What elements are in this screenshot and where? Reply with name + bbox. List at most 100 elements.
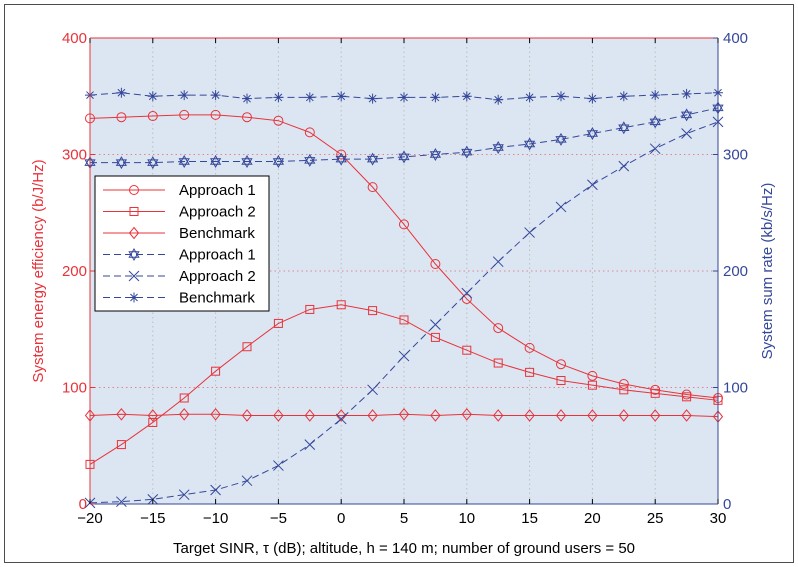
legend-item: Benchmark xyxy=(103,290,255,307)
data-point xyxy=(210,109,221,120)
data-point xyxy=(178,154,190,168)
marker-part xyxy=(680,111,693,122)
y-tick-label-left: 400 xyxy=(62,30,87,47)
data-point xyxy=(556,376,566,386)
marker-part xyxy=(209,154,222,165)
data-point xyxy=(462,345,472,355)
data-point xyxy=(242,342,252,352)
legend-marker xyxy=(129,185,139,195)
marker-part xyxy=(178,158,190,168)
data-point xyxy=(336,91,347,102)
marker-part xyxy=(209,158,222,168)
data-point xyxy=(273,409,284,422)
data-point xyxy=(335,413,347,425)
legend-marker xyxy=(129,292,139,303)
data-point xyxy=(115,156,128,170)
data-point xyxy=(493,94,504,105)
legend-item: Approach 1 xyxy=(103,182,256,199)
data-point xyxy=(430,319,441,330)
data-point xyxy=(524,409,535,422)
data-point xyxy=(304,92,315,103)
marker-part xyxy=(649,115,661,126)
data-point xyxy=(179,408,190,421)
data-point xyxy=(178,489,190,501)
marker-part xyxy=(555,136,567,146)
data-point xyxy=(650,388,660,398)
marker-part xyxy=(272,154,285,165)
data-point xyxy=(682,392,692,402)
marker-part xyxy=(680,108,693,119)
data-point xyxy=(242,93,252,104)
data-point xyxy=(147,91,158,102)
marker-part xyxy=(492,141,504,151)
marker-part xyxy=(241,158,253,168)
data-point xyxy=(430,259,441,270)
marker-part xyxy=(649,118,661,129)
data-point xyxy=(681,409,692,422)
series-line xyxy=(90,107,719,164)
data-point xyxy=(241,409,253,422)
data-point xyxy=(147,111,158,122)
data-point xyxy=(179,109,190,120)
legend-item: Approach 1 xyxy=(103,247,256,264)
data-point xyxy=(179,90,190,101)
legend-label: Approach 1 xyxy=(179,182,256,199)
data-point xyxy=(210,90,221,101)
legend-label: Benchmark xyxy=(179,225,255,242)
legend-label: Approach 2 xyxy=(179,268,256,285)
data-point xyxy=(461,91,472,102)
marker-part xyxy=(115,159,128,170)
data-point xyxy=(429,147,442,162)
data-point xyxy=(335,152,347,166)
data-point xyxy=(430,92,441,103)
y-tick-label-right: 200 xyxy=(723,263,748,280)
data-point xyxy=(211,366,221,376)
marker-part xyxy=(555,132,567,143)
marker-part xyxy=(115,156,128,166)
legend-marker xyxy=(129,207,139,216)
marker-part xyxy=(523,140,536,151)
data-point xyxy=(116,496,127,508)
y-tick-label-left: 100 xyxy=(62,380,87,397)
series-line xyxy=(89,121,719,504)
data-point xyxy=(273,318,283,328)
data-point xyxy=(304,409,315,422)
data-point xyxy=(555,132,567,146)
marker-part xyxy=(335,155,347,166)
data-point xyxy=(148,417,158,427)
data-point xyxy=(681,88,692,99)
legend-marker xyxy=(128,270,140,282)
data-point xyxy=(273,115,284,126)
marker-part xyxy=(586,127,599,137)
data-point xyxy=(618,409,629,422)
data-point xyxy=(273,460,284,471)
x-tick-label: −5 xyxy=(270,510,287,527)
legend-item: Approach 2 xyxy=(103,268,256,285)
data-point xyxy=(336,409,347,422)
data-point xyxy=(147,409,158,422)
series-6 xyxy=(85,87,723,105)
data-point xyxy=(367,384,378,396)
data-point xyxy=(399,315,409,325)
series-5 xyxy=(84,116,724,509)
marker-part xyxy=(461,148,473,159)
data-point xyxy=(587,380,597,390)
x-tick-label: 10 xyxy=(458,510,475,527)
data-point xyxy=(492,141,504,155)
data-point xyxy=(555,409,567,422)
marker-part xyxy=(147,159,159,170)
data-point xyxy=(493,409,504,422)
data-point xyxy=(273,92,284,103)
marker-part xyxy=(178,154,190,165)
data-point xyxy=(116,440,126,450)
marker-part xyxy=(366,155,379,166)
marker-part xyxy=(618,124,630,135)
data-point xyxy=(147,156,159,170)
data-point xyxy=(650,409,661,422)
marker-part xyxy=(398,153,410,164)
data-point xyxy=(367,182,378,193)
data-point xyxy=(493,323,504,334)
data-point xyxy=(209,154,222,168)
legend-item: Benchmark xyxy=(103,225,255,242)
